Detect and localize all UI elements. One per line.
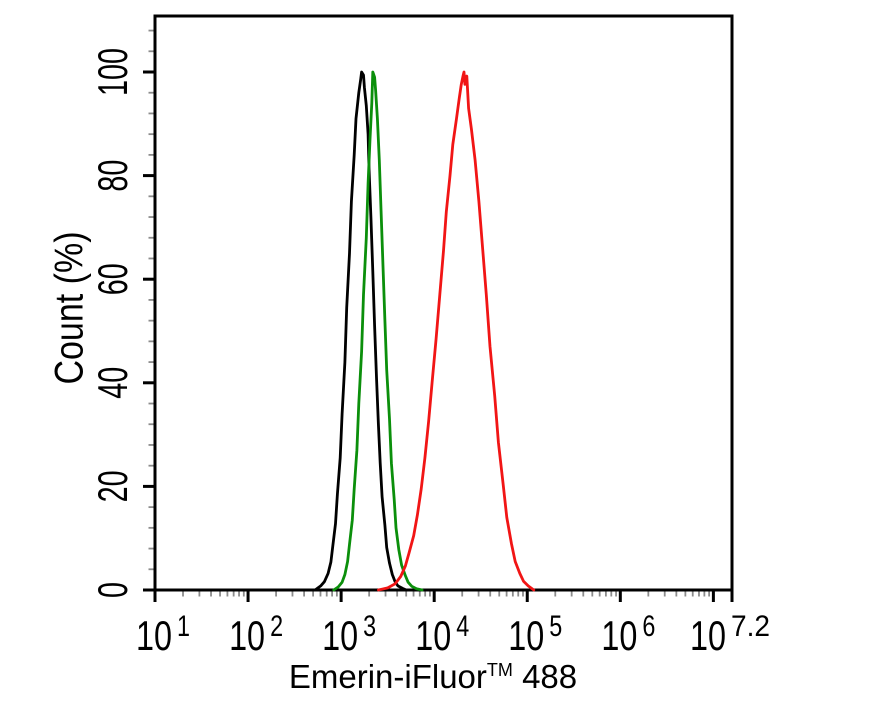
x-tick-exponent: 2 [270, 610, 283, 643]
y-tick-label: 0 [89, 582, 136, 598]
histogram-curve-green [332, 70, 424, 592]
x-tick-exponent: 6 [642, 610, 655, 643]
x-tick-label: 10 [690, 612, 726, 659]
x-tick-exponent: 7.2 [731, 610, 770, 643]
x-tick-label: 10 [322, 612, 358, 659]
x-tick-label: 10 [415, 612, 451, 659]
y-tick-label: 100 [89, 48, 136, 96]
plot-frame [153, 14, 734, 592]
histogram-curve-black [313, 70, 408, 592]
y-axis-title: Count (%) [47, 231, 92, 385]
x-axis-title: Emerin-iFluorTM 488 [289, 658, 577, 696]
y-tick-label: 40 [89, 367, 136, 399]
x-tick-label: 10 [601, 612, 637, 659]
x-axis-title-text: Emerin-iFluor [288, 658, 487, 695]
histogram-curve-red [377, 70, 536, 592]
x-tick-label: 10 [136, 612, 172, 659]
y-tick-label: 60 [89, 263, 136, 295]
x-tick-exponent: 3 [363, 610, 376, 643]
y-tick-label: 20 [89, 470, 136, 502]
trademark-superscript: TM [486, 660, 513, 680]
x-axis-title-suffix: 488 [512, 658, 578, 695]
x-tick-exponent: 4 [456, 610, 469, 643]
x-tick-exponent: 5 [549, 610, 562, 643]
y-tick-label: 80 [89, 160, 136, 192]
x-tick-label: 10 [508, 612, 544, 659]
x-tick-exponent: 1 [177, 610, 190, 643]
x-tick-label: 10 [229, 612, 265, 659]
